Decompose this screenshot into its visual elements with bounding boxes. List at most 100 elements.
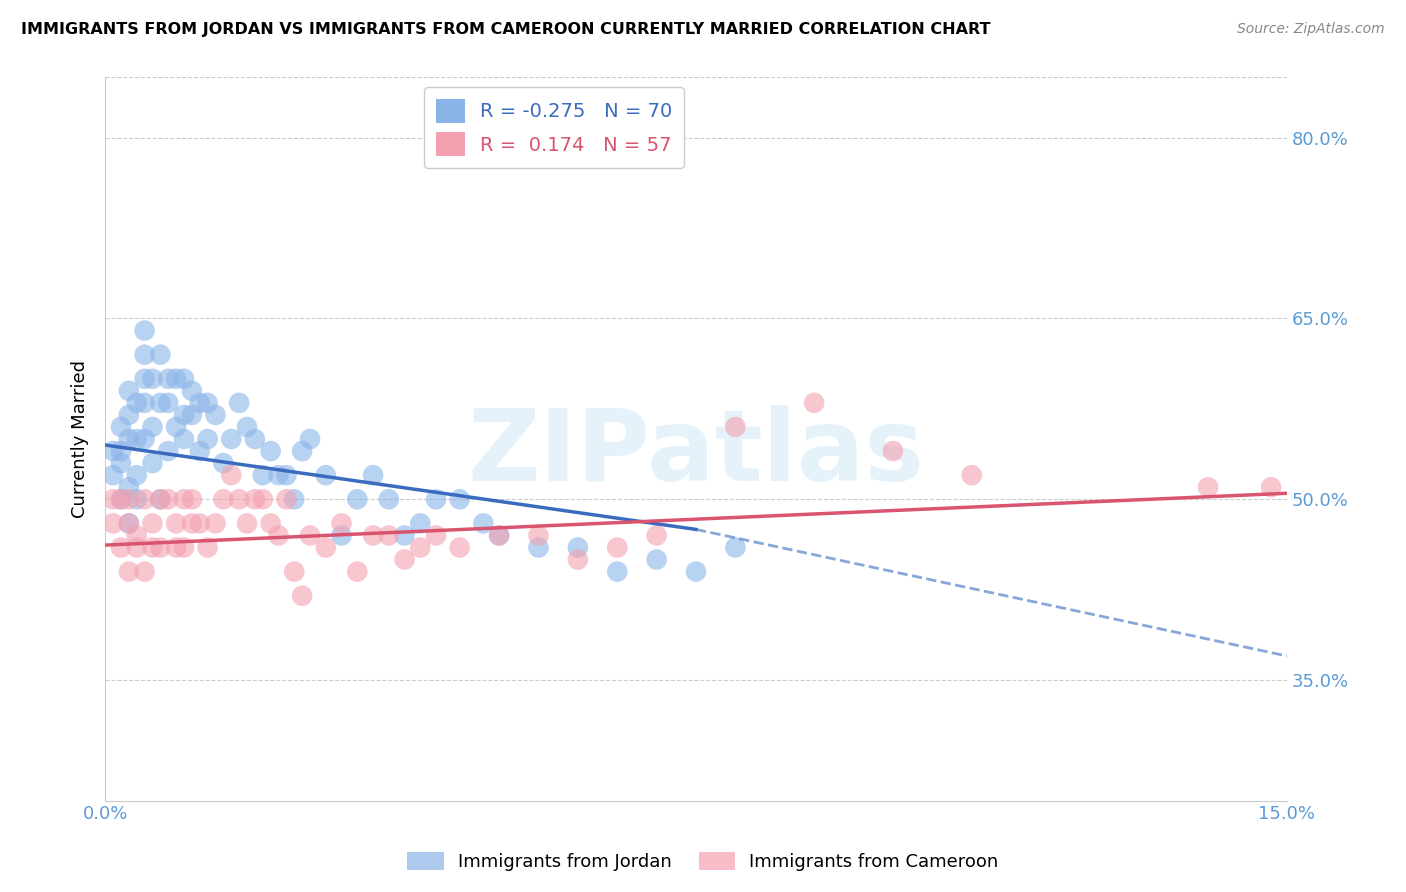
Point [157, 444, 180, 458]
Point [394, 552, 416, 566]
Point [173, 372, 195, 386]
Point [157, 396, 180, 410]
Point [118, 432, 141, 446]
Point [173, 408, 195, 422]
Point [110, 492, 132, 507]
Point [315, 468, 337, 483]
Point [685, 565, 707, 579]
Point [118, 408, 141, 422]
Point [276, 492, 298, 507]
Point [243, 432, 266, 446]
Point [488, 528, 510, 542]
Point [125, 396, 148, 410]
Point [180, 408, 202, 422]
Point [330, 528, 353, 542]
Point [803, 396, 825, 410]
Point [188, 444, 211, 458]
Point [378, 528, 401, 542]
Point [267, 468, 290, 483]
Point [299, 528, 322, 542]
Text: IMMIGRANTS FROM JORDAN VS IMMIGRANTS FROM CAMEROON CURRENTLY MARRIED CORRELATION: IMMIGRANTS FROM JORDAN VS IMMIGRANTS FRO… [21, 22, 991, 37]
Point [134, 372, 156, 386]
Point [118, 516, 141, 531]
Point [346, 565, 368, 579]
Point [567, 541, 589, 555]
Point [173, 432, 195, 446]
Point [197, 396, 219, 410]
Point [488, 528, 510, 542]
Point [283, 565, 305, 579]
Point [110, 444, 132, 458]
Point [125, 528, 148, 542]
Point [188, 396, 211, 410]
Point [425, 492, 447, 507]
Point [149, 492, 172, 507]
Point [188, 516, 211, 531]
Point [134, 324, 156, 338]
Point [219, 468, 242, 483]
Point [101, 444, 124, 458]
Point [219, 432, 242, 446]
Point [157, 372, 180, 386]
Point [252, 468, 274, 483]
Point [330, 516, 353, 531]
Point [212, 456, 235, 470]
Point [882, 444, 904, 458]
Point [361, 528, 384, 542]
Point [141, 456, 163, 470]
Point [125, 468, 148, 483]
Point [149, 348, 172, 362]
Point [449, 541, 471, 555]
Point [204, 516, 226, 531]
Point [101, 516, 124, 531]
Point [149, 541, 172, 555]
Point [724, 541, 747, 555]
Point [276, 468, 298, 483]
Point [291, 444, 314, 458]
Point [110, 541, 132, 555]
Point [527, 528, 550, 542]
Point [173, 541, 195, 555]
Point [125, 492, 148, 507]
Point [645, 552, 668, 566]
Point [134, 348, 156, 362]
Point [141, 420, 163, 434]
Point [157, 492, 180, 507]
Point [134, 565, 156, 579]
Text: ZIPatlas: ZIPatlas [468, 405, 925, 502]
Point [125, 432, 148, 446]
Point [118, 492, 141, 507]
Legend: Immigrants from Jordan, Immigrants from Cameroon: Immigrants from Jordan, Immigrants from … [401, 845, 1005, 879]
Point [606, 541, 628, 555]
Point [141, 516, 163, 531]
Point [118, 480, 141, 494]
Point [197, 541, 219, 555]
Point [252, 492, 274, 507]
Point [197, 432, 219, 446]
Point [315, 541, 337, 555]
Point [125, 541, 148, 555]
Point [378, 492, 401, 507]
Y-axis label: Currently Married: Currently Married [72, 360, 89, 518]
Point [180, 384, 202, 398]
Point [567, 552, 589, 566]
Point [134, 492, 156, 507]
Point [180, 492, 202, 507]
Point [243, 492, 266, 507]
Point [960, 468, 983, 483]
Point [180, 516, 202, 531]
Point [228, 396, 250, 410]
Point [110, 456, 132, 470]
Point [165, 372, 187, 386]
Point [267, 528, 290, 542]
Point [101, 492, 124, 507]
Point [259, 516, 281, 531]
Point [236, 516, 259, 531]
Legend: R = -0.275   N = 70, R =  0.174   N = 57: R = -0.275 N = 70, R = 0.174 N = 57 [425, 87, 685, 168]
Point [449, 492, 471, 507]
Point [118, 384, 141, 398]
Point [118, 516, 141, 531]
Point [134, 432, 156, 446]
Point [212, 492, 235, 507]
Point [134, 396, 156, 410]
